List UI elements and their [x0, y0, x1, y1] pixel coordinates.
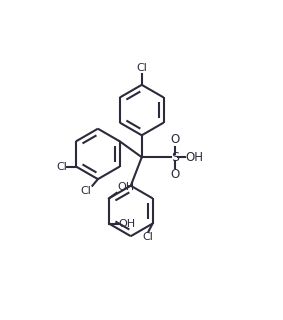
Text: O: O: [170, 133, 179, 146]
Text: O: O: [170, 168, 179, 181]
Text: OH: OH: [186, 151, 203, 164]
Text: Cl: Cl: [81, 186, 92, 196]
Text: Cl: Cl: [136, 63, 147, 73]
Text: OH: OH: [117, 182, 134, 192]
Text: Cl: Cl: [142, 232, 153, 242]
Text: OH: OH: [118, 219, 135, 228]
Text: Cl: Cl: [56, 162, 67, 172]
Text: S: S: [171, 151, 179, 164]
